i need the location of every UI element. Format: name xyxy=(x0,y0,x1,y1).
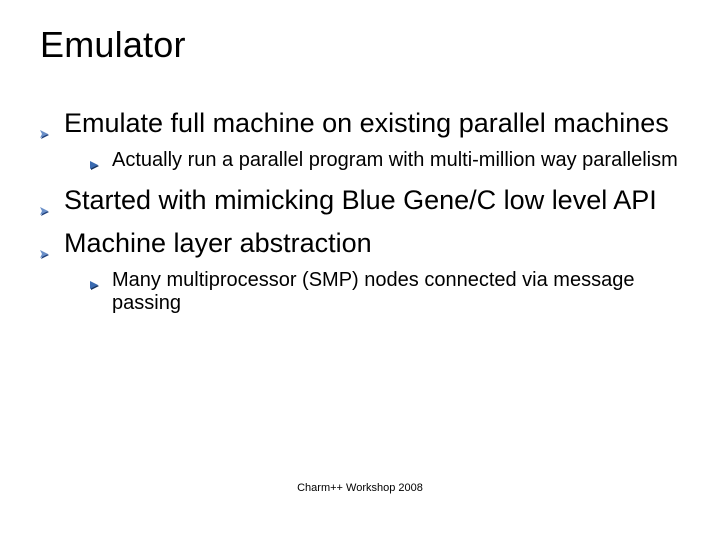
slide-footer: Charm++ Workshop 2008 xyxy=(0,482,720,494)
list-item: Started with mimicking Blue Gene/C low l… xyxy=(40,185,680,216)
sub-list-item: Many multiprocessor (SMP) nodes connecte… xyxy=(90,269,680,316)
sub-list: Actually run a parallel program with mul… xyxy=(64,149,680,173)
bullet-list: Emulate full machine on existing paralle… xyxy=(40,108,680,316)
bullet-icon xyxy=(90,155,101,179)
bullet-icon xyxy=(40,238,52,269)
list-item: Machine layer abstraction Many multiproc… xyxy=(40,228,680,316)
list-item: Emulate full machine on existing paralle… xyxy=(40,108,680,173)
list-item-text: Emulate full machine on existing paralle… xyxy=(64,108,669,138)
bullet-icon xyxy=(40,195,52,226)
sub-list: Many multiprocessor (SMP) nodes connecte… xyxy=(64,269,680,316)
bullet-icon xyxy=(90,275,101,299)
bullet-icon xyxy=(40,118,52,149)
list-item-text: Machine layer abstraction xyxy=(64,228,372,258)
sub-list-item-text: Many multiprocessor (SMP) nodes connecte… xyxy=(112,269,634,315)
list-item-text: Started with mimicking Blue Gene/C low l… xyxy=(64,185,657,215)
slide: Emulator Emulate full machine on existin… xyxy=(0,0,720,540)
sub-list-item-text: Actually run a parallel program with mul… xyxy=(112,149,678,171)
sub-list-item: Actually run a parallel program with mul… xyxy=(90,149,680,173)
slide-title: Emulator xyxy=(40,24,680,66)
